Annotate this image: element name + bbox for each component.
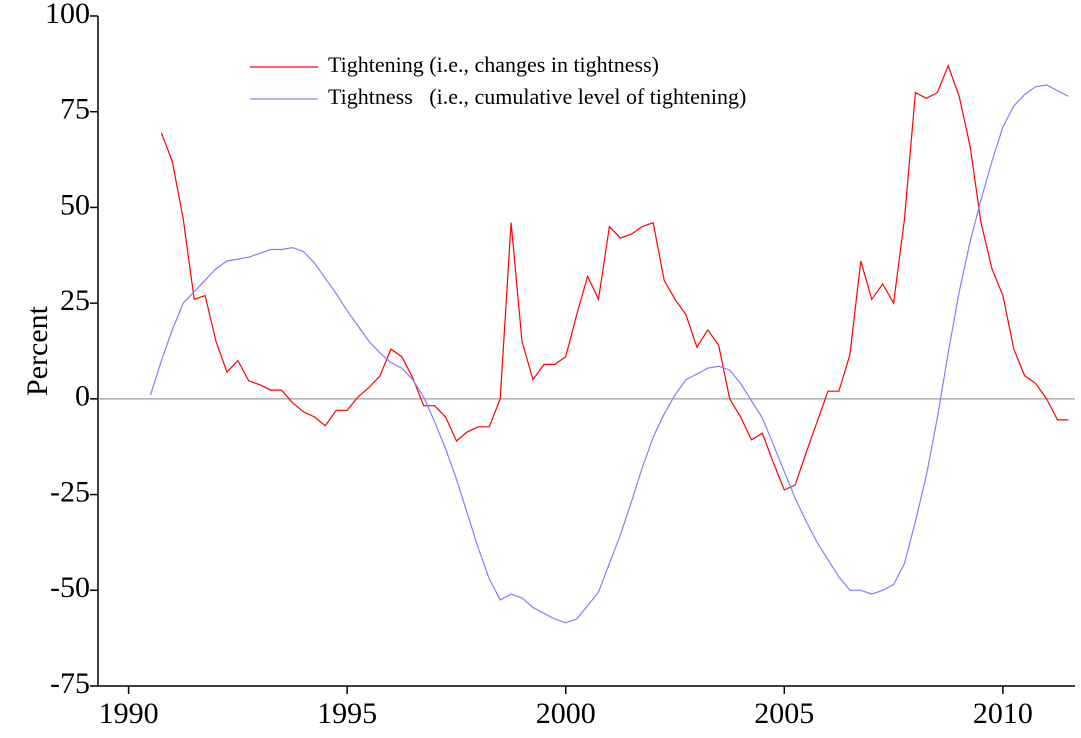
series-line	[160, 64, 1069, 491]
y-tick-label: 0	[75, 380, 90, 413]
y-tick-label: -75	[50, 667, 90, 700]
x-tick-label: 2000	[536, 697, 596, 730]
y-axis-label: Percent	[21, 305, 54, 396]
x-tick-label: 1995	[317, 697, 377, 730]
y-tick-label: 50	[60, 188, 90, 221]
y-tick-label: 25	[60, 284, 90, 317]
x-tick-label: 1990	[99, 697, 159, 730]
y-tick-label: 75	[60, 93, 90, 126]
y-tick-label: -50	[50, 571, 90, 604]
x-tick-label: 2010	[973, 697, 1033, 730]
x-tick-label: 2005	[754, 697, 814, 730]
y-tick-label: -25	[50, 475, 90, 508]
series-line	[149, 84, 1069, 624]
y-tick-label: 100	[45, 0, 90, 30]
legend-label: Tightening (i.e., changes in tightness)	[328, 52, 659, 77]
legend-label: Tightness (i.e., cumulative level of tig…	[328, 84, 746, 109]
